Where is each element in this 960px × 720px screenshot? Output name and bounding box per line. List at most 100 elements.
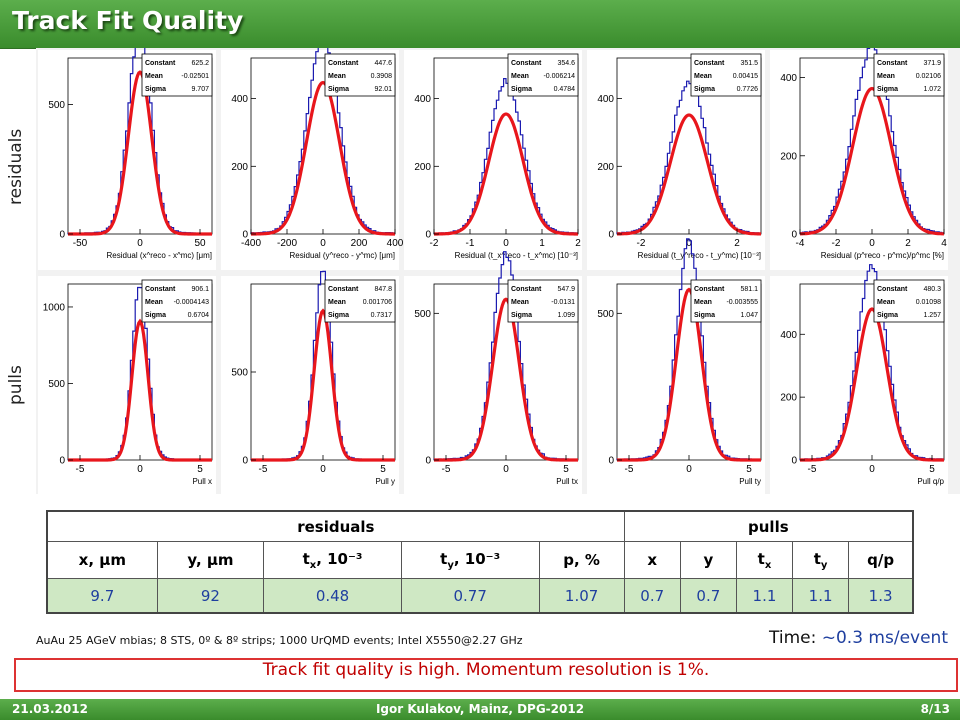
stats-key: Constant [511,286,542,293]
stats-key: Sigma [328,86,349,93]
x-tick-label: 5 [563,464,569,475]
histogram-panel-7: -5 0 5 0 500 Pull tx Constant 547.9 Mean -0.0131 S… [404,251,582,496]
x-tick-label: 5 [197,464,203,475]
y-tick-label: 0 [242,456,248,467]
stats-box [324,53,396,97]
stats-value: 581.1 [740,286,758,293]
stats-value: 351.5 [740,60,758,67]
x-axis-label: Pull y [375,477,395,486]
residual-header-4: p, % [538,541,625,579]
y-tick-label: 400 [597,94,614,105]
x-tick-label: 5 [380,464,386,475]
stats-value: -0.0131 [551,299,575,306]
x-tick-label: 0 [503,464,509,475]
stats-key: Mean [145,299,163,306]
y-tick-label: 200 [231,162,248,173]
stats-key: Sigma [694,86,715,93]
stats-key: Constant [877,60,908,67]
stats-value: 1.257 [923,312,941,319]
results-table: residuals pulls x, μm y, μm tx, 10⁻³ ty, 10… [46,510,914,614]
x-tick-label: 4 [941,238,947,249]
title-bar: Track Fit Quality [0,0,960,49]
x-tick-label: 0 [503,238,509,249]
setup-note: AuAu 25 AGeV mbias; 8 STS, 0º & 8º strip… [36,634,523,647]
stats-value: 0.00415 [733,73,758,80]
x-axis-label: Pull tx [556,477,578,486]
gaussian-fit-curve [799,86,945,236]
stats-key: Mean [877,299,895,306]
stats-key: Mean [694,73,712,80]
pull-value-0: 0.7 [623,578,681,614]
stats-box [507,53,579,97]
x-tick-label: -5 [259,464,268,475]
stats-key: Mean [145,73,163,80]
pull-value-2: 1.1 [735,578,794,614]
x-axis-label: Pull x [192,477,212,486]
y-tick-label: 500 [48,100,65,111]
stats-value: -0.02501 [181,73,209,80]
histogram-grid: -50 0 50 0 500 Residual (x^reco - x^mc) [μm] C… [36,26,960,496]
stats-key: Constant [145,286,176,293]
timing-note: Time: ~0.3 ms/event [769,628,948,648]
histogram-panel-8: -5 0 5 0 500 Pull ty Constant 581.1 Mean -0.00355… [587,238,765,496]
x-tick-label: -2 [832,238,841,249]
stats-key: Constant [694,286,725,293]
stats-box [690,53,762,97]
stats-value: 9.707 [191,86,209,93]
x-tick-label: -50 [73,238,88,249]
stats-value: 0.001706 [363,299,392,306]
stats-value: 0.7726 [737,86,759,93]
gaussian-fit-curve [68,70,212,236]
stats-value: -0.006214 [543,73,575,80]
x-tick-label: 400 [387,238,404,249]
x-axis-label: Residual (p^reco - p^mc)/p^mc [%] [821,251,944,260]
footer-date: 21.03.2012 [12,702,88,716]
stats-value: 1.047 [740,312,758,319]
x-tick-label: -5 [442,464,451,475]
x-tick-label: -2 [637,238,646,249]
stats-key: Mean [511,73,529,80]
histogram-panel-9: -5 0 5 0 200 400 Pull q/p Constant 480.3 Mean 0.01… [770,264,948,496]
column-header-row: x, μm y, μm tx, 10⁻³ ty, 10⁻³ p, % x y tx ty q/p [46,541,914,579]
x-tick-label: 1 [539,238,545,249]
row-label-residuals: residuals [6,128,26,205]
stats-key: Constant [328,60,359,67]
group-header-pulls: pulls [623,510,914,542]
stats-value: 0.7317 [371,312,393,319]
histogram-panel-3: -2 0 2 0 200 400 Residual (t_y^reco - t_y^mc) … [587,50,765,270]
x-axis-label: Residual (t_x^reco - t_x^mc) [10⁻³] [455,251,578,260]
stats-value: 0.01098 [916,299,941,306]
y-tick-label: 0 [59,456,65,467]
residual-value-3: 0.77 [400,578,540,614]
stats-value: 625.2 [191,60,209,67]
histogram-panel-5: -5 0 5 0 500 1000 Pull x Constant 906.1 Mean -0.00… [38,276,216,496]
stats-value: 0.02106 [916,73,941,80]
stats-key: Sigma [877,312,898,319]
residual-header-1: y, μm [156,541,265,579]
residual-header-2: tx, 10⁻³ [263,541,402,579]
stats-box [690,279,762,323]
gaussian-fit-curve [617,287,761,462]
y-tick-label: 0 [425,456,431,467]
y-tick-label: 200 [780,393,797,404]
stats-value: 0.6704 [188,312,210,319]
stats-key: Sigma [877,86,898,93]
x-tick-label: 50 [194,238,206,249]
stats-key: Mean [328,299,346,306]
stats-value: 371.9 [923,60,941,67]
value-row: 9.7 92 0.48 0.77 1.07 0.7 0.7 1.1 1.1 1.3 [46,578,914,614]
stats-key: Mean [511,299,529,306]
stats-key: Sigma [145,86,166,93]
gaussian-fit-curve [68,318,212,462]
y-tick-label: 500 [597,309,614,320]
residual-value-0: 9.7 [46,578,158,614]
x-tick-label: -5 [76,464,85,475]
row-label-pulls: pulls [6,365,26,405]
y-tick-label: 0 [608,230,614,241]
y-tick-label: 500 [414,309,431,320]
stats-box [141,279,213,323]
stats-box [873,279,945,323]
y-tick-label: 500 [231,368,248,379]
pull-header-0: x [623,541,681,579]
